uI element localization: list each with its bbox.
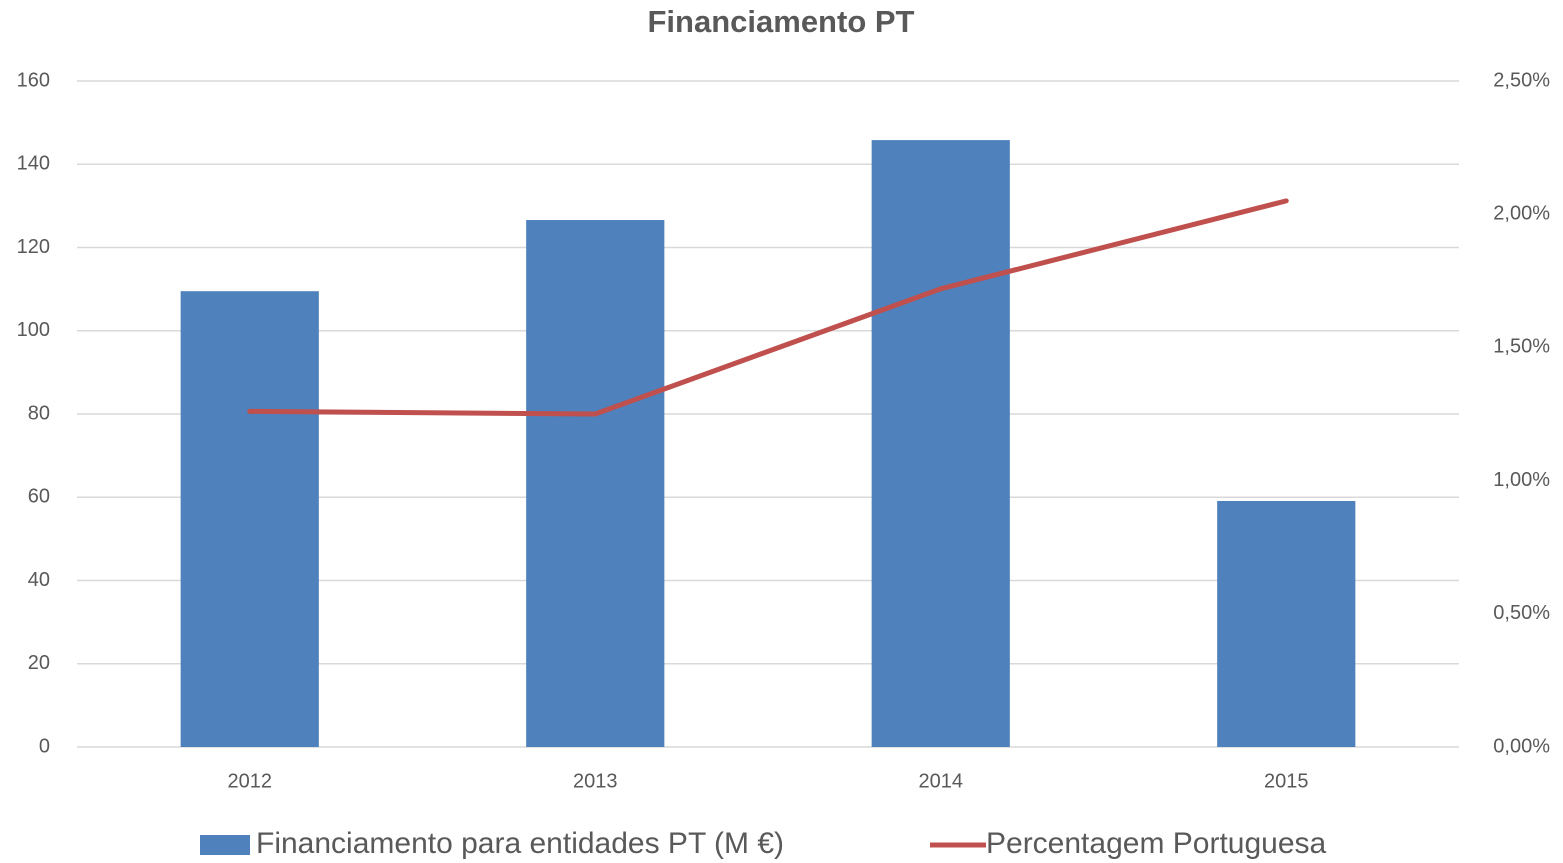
legend-label: Financiamento para entidades PT (M €): [256, 827, 784, 860]
legend-swatch: [200, 835, 250, 855]
chart-title: Financiamento PT: [648, 4, 915, 39]
y-tick-label: 160: [17, 69, 50, 91]
y-tick-label: 80: [28, 402, 50, 424]
x-tick-label: 2012: [228, 770, 273, 792]
y2-tick-label: 1,00%: [1493, 469, 1550, 491]
y2-tick-label: 2,50%: [1493, 69, 1550, 91]
y2-tick-label: 2,00%: [1493, 202, 1550, 224]
bar: [526, 220, 665, 748]
bar: [180, 291, 319, 747]
bar: [871, 140, 1010, 748]
x-tick-label: 2013: [573, 770, 618, 792]
y-tick-label: 0: [39, 735, 50, 757]
line: [247, 198, 1289, 417]
x-tick-label: 2014: [919, 770, 964, 792]
legend-label: Percentagem Portuguesa: [986, 827, 1327, 860]
y-tick-label: 40: [28, 569, 50, 591]
y-tick-label: 20: [28, 652, 50, 674]
y2-tick-label: 0,50%: [1493, 602, 1550, 624]
bar: [1217, 500, 1356, 747]
y2-tick-label: 0,00%: [1493, 735, 1550, 757]
x-tick-label: 2015: [1264, 770, 1309, 792]
y-tick-label: 140: [17, 153, 50, 175]
y-tick-label: 100: [17, 319, 50, 341]
y2-tick-label: 1,50%: [1493, 336, 1550, 358]
y-tick-label: 60: [28, 486, 50, 508]
y-tick-label: 120: [17, 236, 50, 258]
